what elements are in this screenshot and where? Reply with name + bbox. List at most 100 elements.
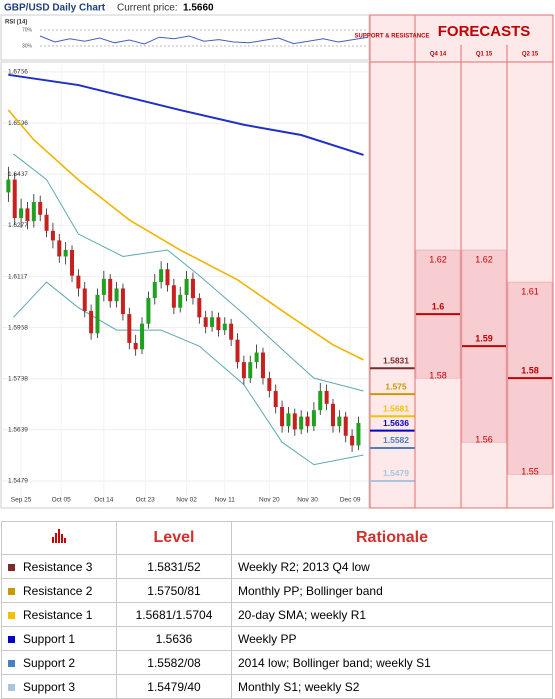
candle-body [311, 410, 316, 427]
candle-body [305, 416, 310, 427]
candle-body [178, 294, 183, 308]
forecasts-title: FORECASTS [438, 23, 531, 40]
forecast-high: 1.61 [521, 286, 539, 296]
cell-text: Weekly R2; 2013 Q4 low [238, 559, 370, 574]
candle-body [127, 314, 132, 343]
cell-text: 1.5582/08 [147, 655, 201, 670]
candle-body [318, 390, 323, 411]
candle-body [76, 275, 81, 289]
forecast-mid-label: 1.58 [521, 366, 539, 376]
table-cell: 1.5831/52 [116, 554, 232, 579]
y-tick-label: 1.5798 [8, 376, 28, 383]
candle-body [184, 278, 189, 295]
cell-text: Weekly PP [238, 631, 297, 646]
cell-text: 1.5681/1.5704 [135, 607, 213, 622]
cell-text: 1.5750/81 [147, 583, 201, 598]
chart-title: GBP/USD Daily Chart [4, 3, 106, 14]
candle-body [152, 282, 157, 299]
y-tick-label: 1.5639 [8, 426, 28, 433]
candle-body [44, 214, 49, 231]
forecast-low: 1.55 [521, 467, 539, 477]
table-row: Support 1 1.5636 Weekly PP [1, 626, 553, 651]
forecast-low: 1.58 [429, 371, 447, 381]
candle-body [140, 323, 145, 350]
table-row: Support 3 1.5479/40 Monthly S1; weekly S2 [1, 674, 553, 699]
candle-body [197, 298, 202, 318]
candle-body [280, 406, 285, 427]
table-cell: 1.5681/1.5704 [116, 602, 232, 627]
cell-text: 1.5636 [155, 631, 193, 646]
level-label: 1.575 [385, 381, 407, 391]
candle-body [356, 422, 361, 446]
level-swatch [8, 611, 15, 619]
y-tick-label: 1.6277 [8, 222, 28, 229]
rsi-tick-label: 30% [22, 43, 33, 49]
candle-body [330, 403, 335, 427]
table-cell: Weekly R2; 2013 Q4 low [231, 554, 553, 579]
table-cell: Resistance 1 [1, 602, 117, 627]
y-tick-label: 1.6117 [8, 273, 28, 280]
candle-body [299, 416, 304, 430]
cell-text: 1.5831/52 [147, 559, 201, 574]
indicator-line [13, 281, 364, 466]
table-cell: Resistance 3 [1, 554, 117, 579]
candle-body [216, 317, 221, 331]
levels-title: SUPPORT & RESISTANCE [355, 34, 430, 40]
table-cell: Monthly PP; Bollinger band [231, 578, 553, 603]
candle-body [70, 250, 75, 276]
candle-body [248, 362, 253, 379]
candle-body [120, 288, 125, 315]
candle-body [222, 323, 227, 331]
level-swatch [8, 563, 15, 571]
cell-text: Resistance 2 [23, 583, 93, 598]
level-swatch [8, 659, 15, 667]
candle-body [114, 288, 119, 302]
cell-text: Resistance 3 [23, 559, 93, 574]
forecast-high: 1.62 [475, 254, 493, 264]
cell-text: 1.5479/40 [147, 679, 201, 694]
candle-body [190, 278, 195, 299]
chart: GBP/USD Daily Chart Current price: 1.566… [0, 2, 554, 509]
candle-body [101, 278, 106, 295]
level-label: 1.5636 [383, 418, 409, 428]
icon [52, 528, 66, 543]
levels-table: Level Rationale Resistance 3 1.5831/52 Wee… [1, 521, 553, 699]
table-row: Resistance 2 1.5750/81 Monthly PP; Bolling… [1, 578, 553, 603]
y-tick-label: 1.6437 [8, 171, 28, 178]
forecast-mid-label: 1.6 [432, 301, 445, 311]
candle-body [63, 250, 68, 257]
candle-body [292, 413, 297, 430]
candle-body [25, 208, 30, 222]
rsi-tick-label: 70% [22, 27, 33, 33]
table-cell: Support 2 [1, 650, 117, 675]
candle-body [343, 416, 348, 436]
candle-body [95, 294, 100, 334]
candle-body [89, 310, 94, 334]
cell-text: Monthly S1; weekly S2 [238, 679, 360, 694]
table-cell: Support 3 [1, 674, 117, 699]
cell-text: Support 2 [23, 655, 76, 670]
candle-body [171, 285, 176, 308]
candle-body [350, 435, 355, 446]
candle-body [38, 201, 43, 215]
cell-text: 20-day SMA; weekly R1 [238, 607, 367, 622]
candle-body [203, 317, 208, 327]
candle-body [108, 278, 113, 302]
forecast-mid-label: 1.59 [475, 333, 493, 343]
candle-body [31, 201, 36, 222]
candle-body [337, 416, 342, 427]
x-tick-label: Nov 11 [215, 497, 235, 504]
x-tick-label: Oct 05 [52, 497, 72, 504]
candle-body [12, 179, 17, 218]
table-cell: 20-day SMA; weekly R1 [231, 602, 553, 627]
level-label: 1.5479 [383, 468, 409, 478]
candle-body [133, 342, 138, 350]
x-tick-label: Sep 25 [11, 497, 32, 504]
table-cell: Monthly S1; weekly S2 [231, 674, 553, 699]
candle-body [6, 179, 11, 193]
candle-body [241, 362, 246, 379]
candle-body [254, 352, 259, 363]
candle-body [210, 317, 215, 327]
candle-body [267, 378, 272, 391]
level-swatch [8, 683, 15, 691]
